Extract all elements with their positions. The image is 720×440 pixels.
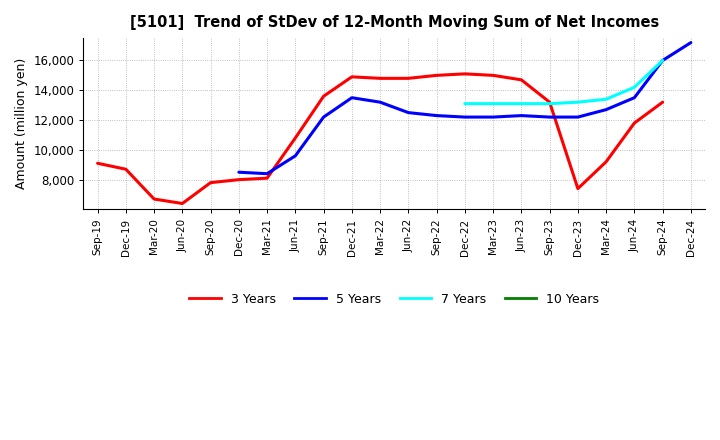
Title: [5101]  Trend of StDev of 12-Month Moving Sum of Net Incomes: [5101] Trend of StDev of 12-Month Moving… bbox=[130, 15, 659, 30]
Legend: 3 Years, 5 Years, 7 Years, 10 Years: 3 Years, 5 Years, 7 Years, 10 Years bbox=[184, 288, 604, 311]
Y-axis label: Amount (million yen): Amount (million yen) bbox=[15, 58, 28, 189]
